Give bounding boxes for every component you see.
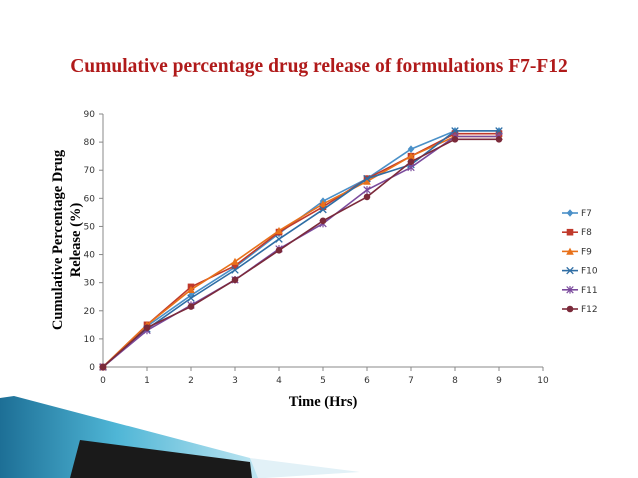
legend-marker: [566, 305, 574, 313]
data-point-f9: [231, 257, 239, 265]
y-tick-label: 60: [84, 194, 96, 204]
data-point-f10: [451, 127, 459, 135]
data-point-f12: [275, 247, 283, 254]
data-point-f9: [407, 152, 415, 160]
data-point-f12: [319, 217, 327, 225]
y-tick-label: 50: [84, 222, 96, 232]
y-axis-title-line-2: Release (%): [68, 203, 84, 278]
x-tick-label: 2: [188, 376, 194, 386]
series-f11: [99, 132, 503, 371]
legend-marker: [566, 228, 574, 236]
data-point-f12: [407, 158, 415, 166]
legend-label: F10: [581, 267, 598, 277]
series-f7: [99, 127, 503, 371]
series-line-f7: [102, 130, 499, 368]
data-point-f8: [231, 262, 239, 270]
y-tick-label: 10: [84, 335, 96, 345]
y-axis-title-line-1: Cumulative Percentage Drug: [50, 149, 66, 330]
y-tick-label: 80: [84, 138, 96, 148]
legend-item-f9: F9: [562, 247, 592, 257]
legend-marker: [566, 286, 574, 294]
data-point-f12: [231, 276, 239, 284]
legend-item-f10: F10: [562, 267, 598, 277]
data-point-f11: [363, 186, 371, 194]
legend-label: F12: [581, 305, 598, 315]
legend-item-f12: F12: [562, 305, 598, 315]
y-axis-ticks: 0 10 20 30 40 50 60 70 80 90: [84, 110, 103, 373]
decorative-swoosh: [0, 396, 360, 478]
series-line-f11: [102, 135, 499, 368]
legend-item-f7: F7: [562, 209, 592, 219]
series-line-f10: [102, 130, 499, 368]
legend-item-f11: F11: [562, 286, 598, 296]
y-tick-label: 30: [84, 279, 96, 289]
x-tick-label: 7: [408, 376, 414, 386]
data-point-f9: [363, 177, 371, 185]
series-lines: [99, 127, 503, 371]
data-point-f12: [363, 193, 371, 201]
x-tick-label: 4: [276, 376, 282, 386]
legend-marker: [566, 247, 574, 255]
y-tick-label: 90: [84, 110, 96, 120]
data-point-f12: [495, 136, 503, 143]
slide-title: Cumulative percentage drug release of fo…: [70, 56, 568, 77]
series-line-f8: [102, 132, 499, 368]
x-tick-label: 6: [364, 376, 370, 386]
y-axis-title: Cumulative Percentage Drug Release (%): [50, 149, 84, 330]
data-point-f10: [231, 266, 239, 274]
y-tick-label: 40: [84, 251, 96, 261]
series-f12: [99, 136, 503, 371]
data-point-f9: [275, 226, 283, 234]
legend-label: F9: [581, 247, 592, 257]
x-axis-title: Time (Hrs): [289, 394, 358, 410]
data-point-f9: [187, 285, 195, 293]
y-tick-label: 20: [84, 307, 96, 317]
legend-label: F11: [581, 286, 598, 296]
x-tick-label: 5: [320, 376, 326, 386]
legend-marker: [566, 266, 574, 275]
chart-legend: F7 F8 F9 F10 F11 F12: [562, 209, 598, 315]
x-axis-ticks: 0 1 2 3 4 5 6 7 8 9 10: [100, 367, 549, 386]
series-line-f9: [102, 135, 499, 368]
data-point-f12: [143, 324, 151, 331]
x-tick-label: 8: [452, 376, 458, 386]
data-point-f12: [99, 363, 107, 371]
data-point-f12: [451, 136, 459, 143]
x-tick-label: 0: [100, 376, 106, 386]
y-tick-label: 0: [89, 363, 95, 373]
legend-marker: [566, 209, 574, 217]
data-point-f7: [407, 145, 415, 153]
data-point-f10: [495, 127, 503, 135]
x-tick-label: 3: [232, 376, 238, 386]
series-f10: [99, 127, 503, 371]
legend-item-f8: F8: [562, 228, 592, 238]
y-tick-label: 70: [84, 166, 96, 176]
data-point-f10: [319, 205, 327, 214]
data-point-f10: [187, 294, 195, 302]
legend-label: F7: [581, 209, 592, 219]
series-f9: [99, 132, 503, 371]
data-point-f10: [275, 235, 283, 243]
legend-label: F8: [581, 228, 592, 238]
series-line-f12: [102, 138, 499, 368]
data-point-f9: [319, 200, 327, 208]
data-point-f12: [187, 303, 195, 310]
x-tick-label: 1: [144, 376, 150, 386]
data-point-f10: [363, 174, 371, 183]
x-tick-label: 10: [537, 376, 549, 386]
series-f8: [99, 130, 503, 371]
x-tick-label: 9: [496, 376, 502, 386]
